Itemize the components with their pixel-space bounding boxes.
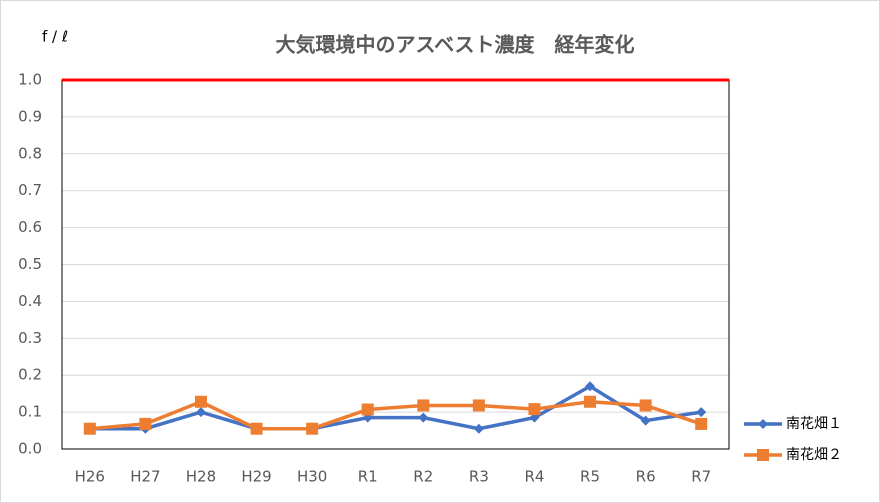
point <box>639 399 652 412</box>
x-tick-label: H26 <box>75 468 105 486</box>
point <box>584 395 597 408</box>
y-tick-label: 1.0 <box>18 71 42 89</box>
point <box>528 403 541 416</box>
point <box>695 417 708 430</box>
legend-marker <box>758 419 768 429</box>
point <box>195 407 206 418</box>
point <box>306 422 319 435</box>
y-tick-label: 0.4 <box>18 292 42 310</box>
x-tick-label: R7 <box>691 468 711 486</box>
y-tick-label: 0.5 <box>18 255 42 273</box>
point <box>585 381 596 392</box>
point <box>640 415 651 426</box>
y-tick-label: 0.7 <box>18 181 42 199</box>
point <box>417 399 430 412</box>
y-tick-label: 0.6 <box>18 218 42 236</box>
y-tick-label: 0.9 <box>18 107 42 125</box>
y-tick-label: 0.0 <box>18 440 42 458</box>
point <box>472 399 485 412</box>
legend-marker <box>757 449 769 461</box>
x-tick-label: R4 <box>524 468 544 486</box>
x-tick-label: H29 <box>241 468 271 486</box>
y-tick-label: 0.1 <box>18 403 42 421</box>
point <box>473 423 484 434</box>
y-tick-label: 0.8 <box>18 144 42 162</box>
x-tick-label: H28 <box>186 468 216 486</box>
legend-label: 南花畑２ <box>786 447 842 463</box>
y-tick-label: 0.3 <box>18 329 42 347</box>
x-tick-label: R5 <box>580 468 600 486</box>
x-tick-label: R6 <box>636 468 656 486</box>
series-line <box>89 399 702 431</box>
point <box>418 412 429 423</box>
point <box>139 417 152 430</box>
point <box>250 422 263 435</box>
x-tick-label: H27 <box>130 468 160 486</box>
point <box>361 403 374 416</box>
point <box>194 395 207 408</box>
chart-title: 大気環境中のアスベスト濃度 経年変化 <box>276 33 635 57</box>
point <box>696 407 707 418</box>
y-tick-label: 0.2 <box>18 366 42 384</box>
x-tick-label: R3 <box>469 468 489 486</box>
series-line <box>89 384 702 431</box>
point <box>83 422 96 435</box>
x-tick-label: R1 <box>358 468 378 486</box>
legend-label: 南花畑１ <box>786 416 842 432</box>
x-tick-label: R2 <box>413 468 433 486</box>
x-tick-label: H30 <box>297 468 327 486</box>
y-axis-label: f / ℓ <box>42 28 68 46</box>
